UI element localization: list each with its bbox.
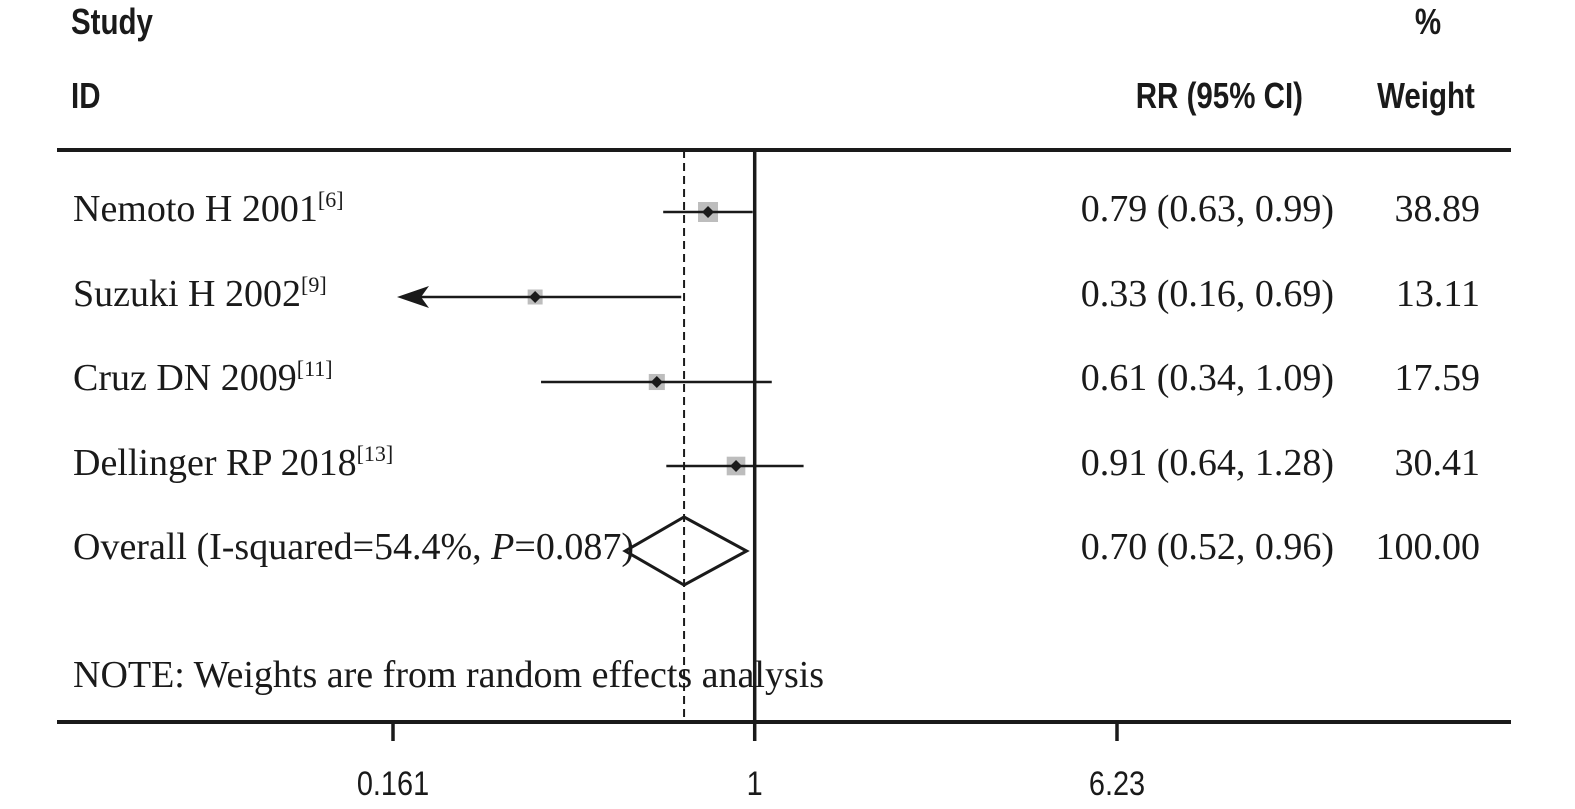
study-label: Dellinger RP 2018[13] [73, 441, 393, 484]
study-weight: 13.11 [1396, 273, 1480, 315]
study-weight: 30.41 [1395, 442, 1481, 484]
weight-column: 38.89 13.11 17.59 30.41 100.00 [1376, 188, 1481, 568]
study-ci-text: 0.79 (0.63, 0.99) [1081, 188, 1334, 230]
x-tick-label: 6.23 [1089, 764, 1145, 803]
study-label: Nemoto H 2001[6] [73, 187, 344, 230]
overall-label: Overall (I-squared=54.4%, P=0.087) [73, 526, 634, 568]
plot-marks: 0.161 1 6.23 [357, 202, 1145, 803]
study-labels: Nemoto H 2001[6] Suzuki H 2002[9] Cruz D… [73, 187, 634, 568]
x-tick-label: 1 [747, 764, 763, 803]
header-percent: % [1415, 1, 1441, 41]
study-label: Suzuki H 2002[9] [73, 272, 327, 315]
study-ci-text: 0.33 (0.16, 0.69) [1081, 273, 1334, 315]
study-ci-text: 0.61 (0.34, 1.09) [1081, 357, 1334, 399]
header-rr-ci: RR (95% CI) [1136, 75, 1303, 115]
study-ci-text: 0.91 (0.64, 1.28) [1081, 442, 1334, 484]
overall-weight: 100.00 [1376, 526, 1481, 568]
ci-arrow [397, 286, 429, 308]
overall-diamond [622, 515, 750, 587]
header-id: ID [71, 75, 101, 115]
header: Study ID RR (95% CI) % Weight [71, 1, 1475, 115]
study-weight: 17.59 [1395, 357, 1481, 399]
point-estimate [650, 376, 663, 388]
point-estimate [529, 291, 542, 303]
study-label: Cruz DN 2009[11] [73, 356, 333, 399]
ci-column: 0.79 (0.63, 0.99) 0.33 (0.16, 0.69) 0.61… [1081, 188, 1334, 568]
header-weight: Weight [1377, 75, 1475, 115]
note-text: NOTE: Weights are from random effects an… [73, 654, 824, 696]
x-tick-label: 0.161 [357, 764, 429, 803]
study-weight: 38.89 [1395, 188, 1481, 230]
header-study: Study [71, 1, 154, 41]
point-estimate [702, 206, 715, 218]
overall-ci-text: 0.70 (0.52, 0.96) [1081, 526, 1334, 568]
point-estimate [730, 460, 743, 472]
